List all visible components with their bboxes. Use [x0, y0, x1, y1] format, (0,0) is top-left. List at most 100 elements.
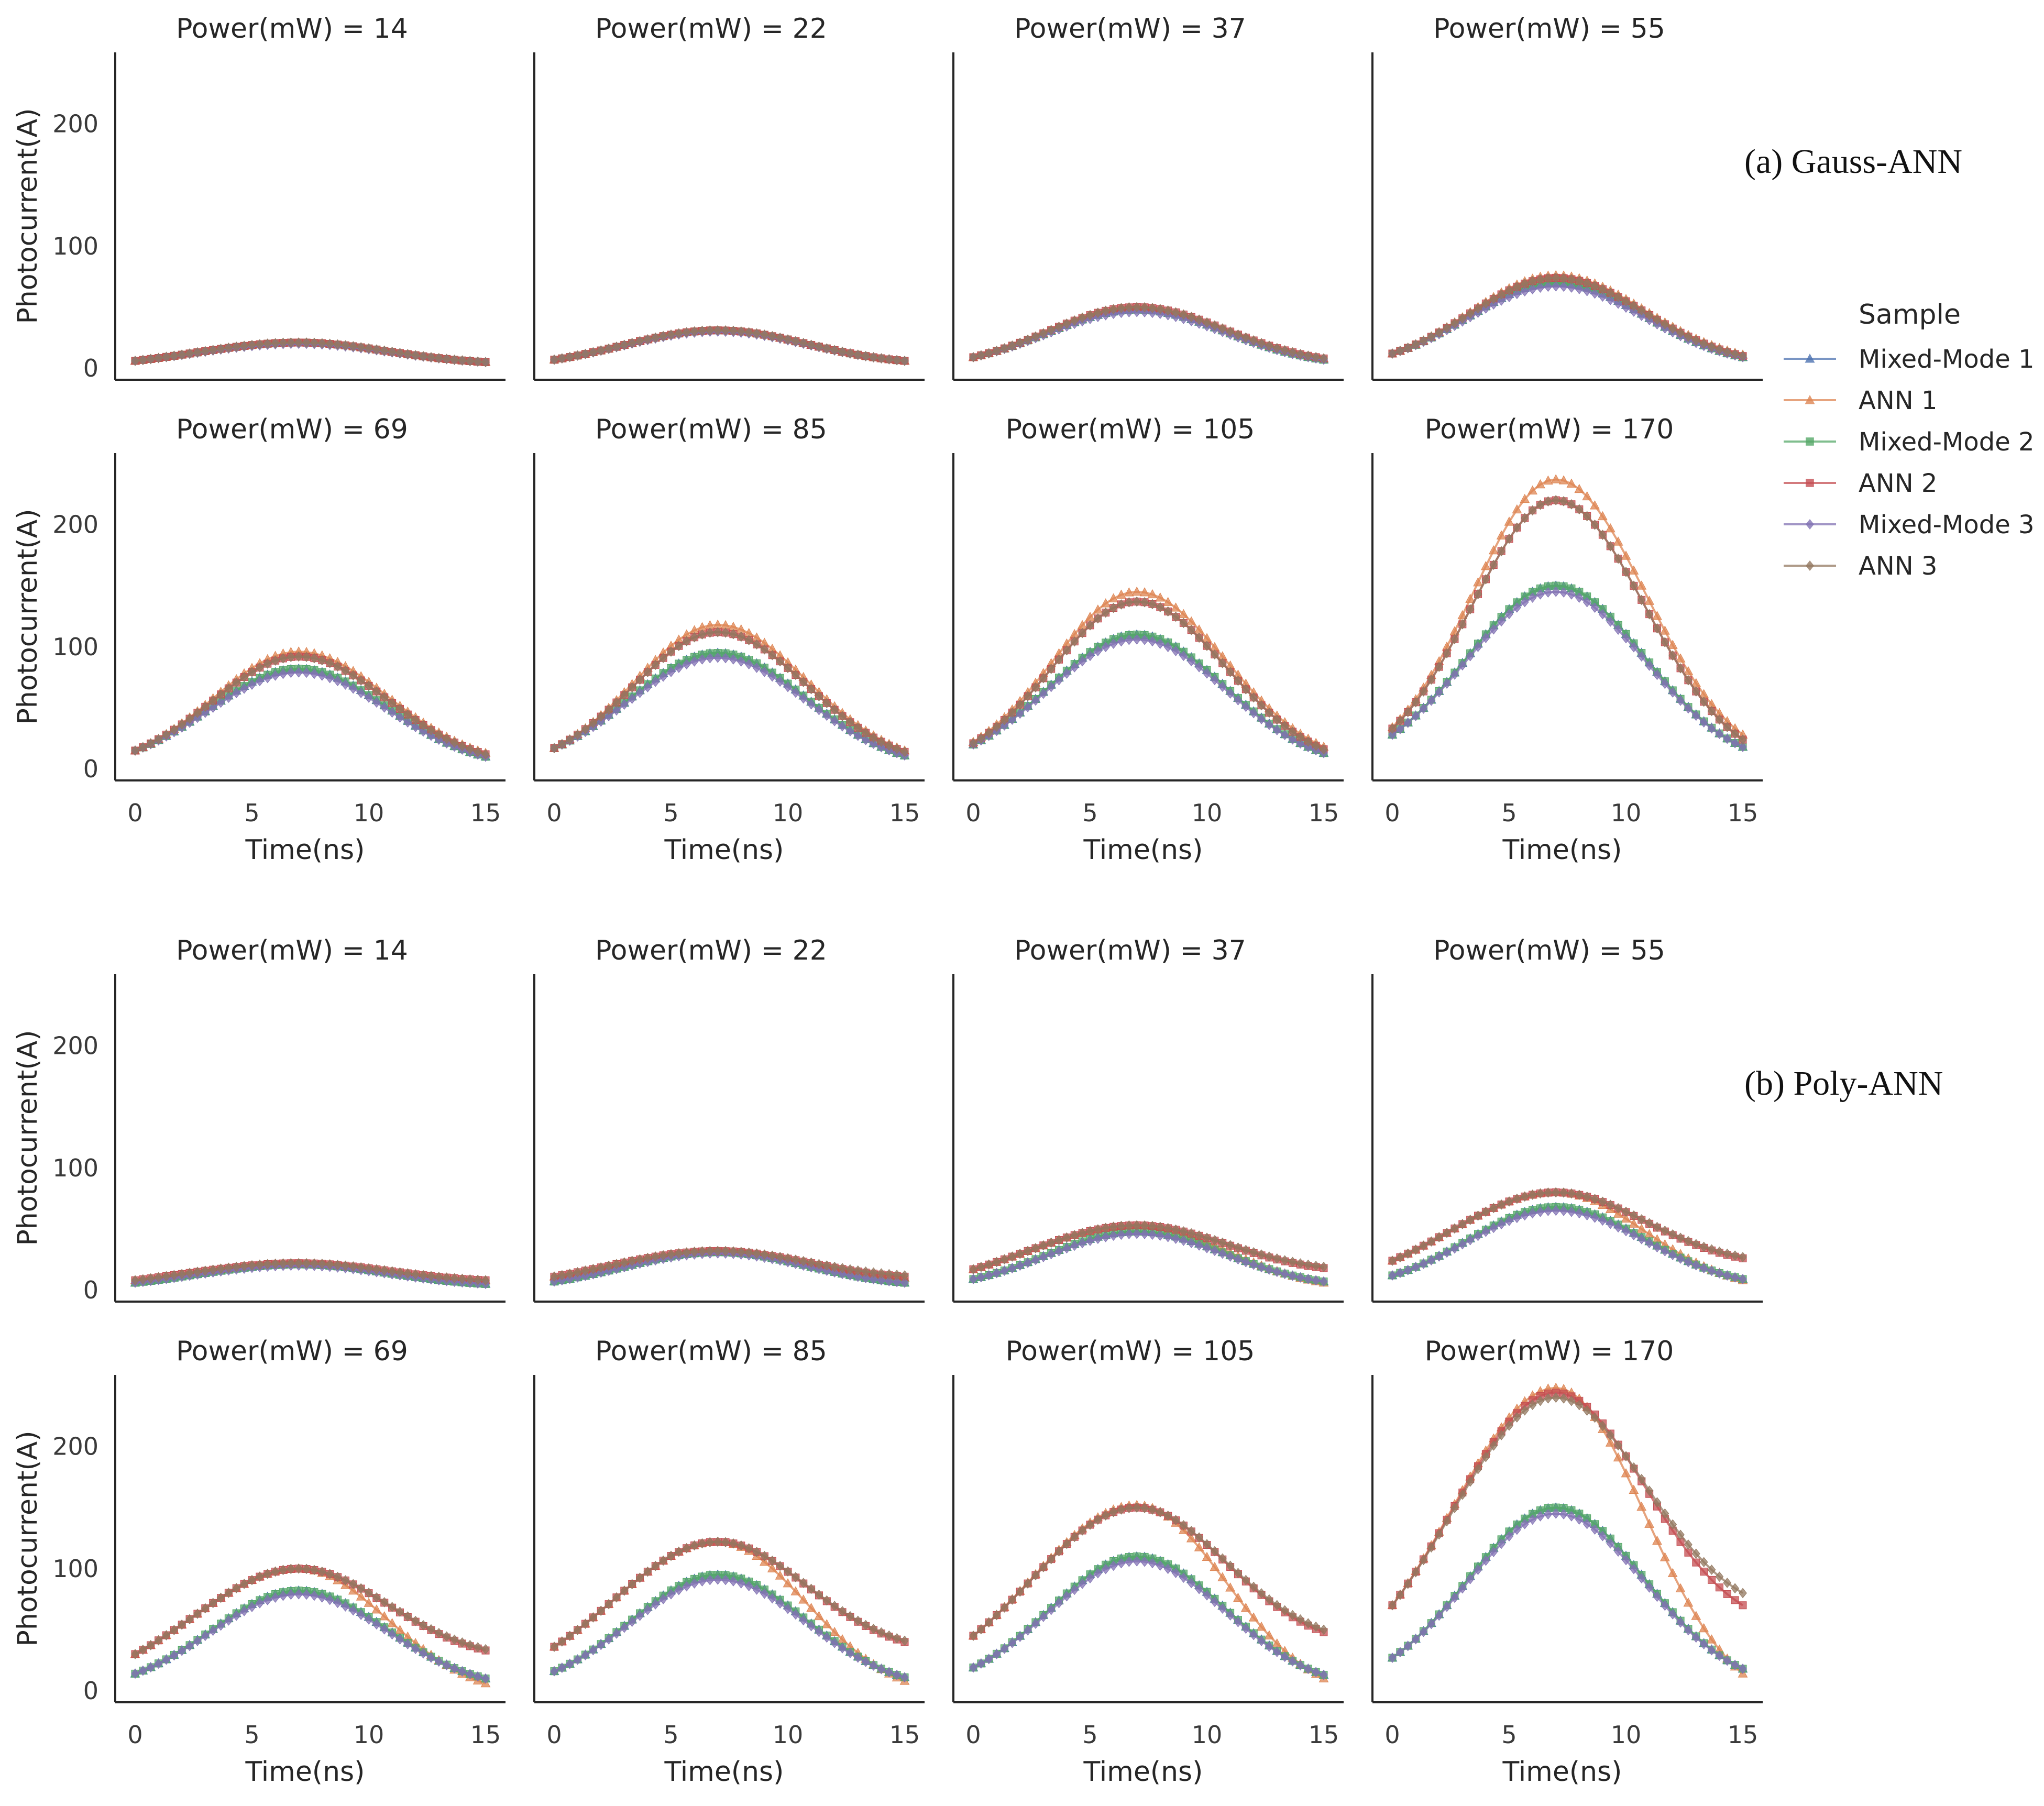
data-point — [310, 337, 318, 348]
data-point — [597, 711, 606, 722]
data-point — [792, 1254, 800, 1265]
data-point — [256, 1259, 264, 1270]
data-point — [550, 1271, 558, 1282]
data-point — [232, 342, 241, 352]
data-point — [1411, 339, 1420, 350]
data-point — [1668, 687, 1677, 698]
data-point — [1054, 322, 1063, 332]
data-point — [317, 670, 326, 681]
data-point — [581, 724, 590, 734]
data-point — [1598, 609, 1607, 620]
data-point — [1171, 646, 1180, 656]
data-point — [1218, 323, 1227, 334]
data-point — [706, 653, 715, 664]
x-tick-label: 0 — [127, 1721, 142, 1749]
data-point — [1543, 475, 1553, 484]
panel-title: Power(mW) = 14 — [176, 935, 408, 966]
data-point — [1575, 276, 1584, 286]
data-point — [1691, 686, 1700, 697]
data-point — [565, 1269, 574, 1279]
series-ann-3 — [1388, 272, 1747, 361]
data-point — [1047, 681, 1056, 692]
data-point — [706, 325, 715, 336]
data-point — [365, 343, 373, 354]
data-point — [830, 704, 839, 715]
data-point — [388, 1266, 397, 1277]
data-point — [1094, 307, 1102, 318]
data-point — [573, 729, 582, 740]
data-point — [1450, 634, 1459, 644]
legend-marker — [1806, 437, 1814, 446]
data-point — [659, 671, 667, 682]
data-point — [830, 1261, 839, 1272]
data-point — [240, 684, 248, 694]
data-point — [193, 1267, 202, 1277]
x-tick-label: 0 — [965, 1721, 981, 1749]
data-point — [139, 355, 147, 366]
data-point — [1163, 606, 1172, 617]
data-point — [1505, 609, 1513, 620]
y-tick-label: 0 — [83, 755, 98, 783]
data-point — [1700, 1568, 1708, 1576]
data-point — [760, 644, 769, 655]
data-point — [1598, 511, 1608, 521]
data-point — [1520, 286, 1529, 297]
data-point — [1288, 726, 1297, 737]
series-ann-3 — [550, 325, 909, 366]
data-point — [893, 355, 901, 366]
data-point — [1489, 299, 1498, 310]
data-point — [450, 737, 459, 748]
data-point — [380, 692, 389, 702]
data-point — [713, 652, 722, 663]
data-point — [1497, 546, 1505, 557]
data-point — [1024, 691, 1032, 701]
data-point — [1574, 483, 1585, 493]
series-line — [972, 600, 1324, 751]
data-point — [721, 627, 730, 638]
data-point — [317, 655, 326, 666]
series-mixed-mode-3 — [550, 652, 909, 761]
data-point — [1024, 334, 1032, 345]
y-tick-label: 100 — [52, 1154, 98, 1182]
data-point — [752, 328, 761, 339]
data-point — [869, 739, 878, 749]
data-point — [597, 1267, 606, 1278]
data-point — [1684, 703, 1693, 714]
data-point — [388, 707, 397, 718]
data-point — [675, 328, 683, 339]
data-point — [1528, 276, 1537, 287]
data-point — [900, 746, 909, 757]
data-point — [799, 693, 808, 704]
data-point — [1396, 724, 1404, 734]
data-point — [706, 1246, 715, 1257]
data-point — [1551, 474, 1561, 483]
data-point — [1466, 308, 1475, 319]
panel-title: Power(mW) = 69 — [176, 1336, 408, 1367]
data-point — [1171, 602, 1181, 612]
data-point — [643, 667, 652, 678]
data-point — [1707, 706, 1716, 717]
data-point — [1125, 634, 1134, 645]
panel-a-3: Power(mW) = 37 — [952, 13, 1344, 381]
data-point — [799, 1256, 808, 1267]
x-axis-label: Time(ns) — [1502, 1756, 1622, 1788]
data-point — [240, 671, 248, 682]
data-point — [1544, 587, 1553, 598]
data-point — [403, 1268, 412, 1279]
data-point — [861, 350, 870, 361]
data-point — [620, 699, 629, 710]
data-point — [815, 691, 823, 701]
data-point — [1312, 740, 1320, 751]
data-point — [1583, 592, 1591, 601]
data-point — [1668, 323, 1677, 334]
data-point — [419, 726, 427, 737]
data-point — [201, 1265, 210, 1276]
data-point — [1661, 319, 1669, 329]
data-point — [1675, 653, 1686, 663]
data-point — [682, 1247, 691, 1258]
data-point — [1536, 589, 1545, 600]
data-point — [419, 720, 427, 731]
data-point — [263, 673, 272, 684]
data-point — [1265, 720, 1273, 730]
